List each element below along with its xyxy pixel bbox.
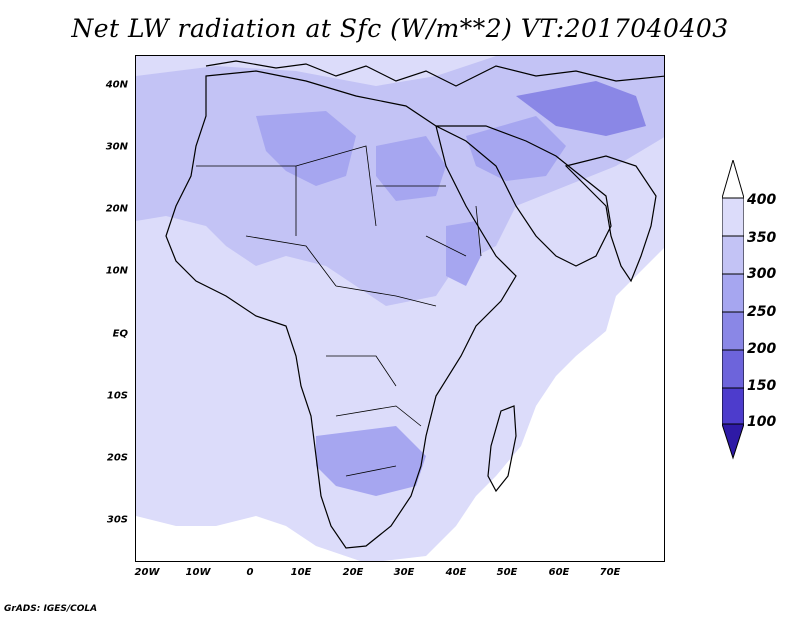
lon-label-0: 0 [246,567,254,578]
field-250-north-c [466,116,566,181]
colorbar [722,160,744,460]
lon-label-10e: 10E [290,567,312,578]
lat-label-20s: 20S [106,452,128,464]
lon-label-30e: 30E [393,567,415,578]
india-coastline [564,155,657,283]
country-borders [196,145,482,477]
madagascar-coastline [487,405,517,493]
europe-coastline [205,60,664,87]
lat-label-10n: 10N [105,265,128,277]
colorbar-bottom-arrow [722,423,744,460]
field-200-north [516,81,646,136]
colorbar-label-250: 250 [747,304,777,320]
lat-label-10s: 10S [106,390,128,402]
africa-coastline [165,70,517,549]
field-250-southern [316,426,426,496]
lon-label-60e: 60E [548,567,570,578]
lat-label-30n: 30N [105,141,128,153]
grads-credit: GrADS: IGES/COLA [4,604,98,614]
colorbar-label-350: 350 [747,230,777,246]
lon-label-70e: 70E [599,567,621,578]
lat-label-20n: 20N [105,203,128,215]
lon-label-40e: 40E [445,567,467,578]
colorbar-band-300-350 [722,235,744,275]
field-250-north-b [376,136,446,201]
colorbar-label-400: 400 [747,192,777,208]
colorbar-band-350-400 [722,197,744,237]
colorbar-band-150-200 [722,349,744,389]
field-250-north-a [256,111,356,186]
field-250-ethiopia [446,221,481,286]
lon-label-50e: 50E [496,567,518,578]
colorbar-label-100: 100 [747,414,777,430]
map-title: Net LW radiation at Sfc (W/m**2) VT:2017… [71,14,729,43]
radiation-map [136,56,664,561]
lat-label-30s: 30S [106,514,128,526]
colorbar-label-300: 300 [747,266,777,282]
colorbar-top-arrow [722,160,744,199]
colorbar-band-200-250 [722,311,744,351]
arabia-coastline [435,125,612,267]
colorbar-band-100-150 [722,387,744,425]
map-panel [135,55,665,562]
lon-label-20w: 20W [134,567,160,578]
lon-label-10w: 10W [185,567,211,578]
lat-label-40n: 40N [105,79,128,91]
lon-label-20e: 20E [342,567,364,578]
colorbar-band-250-300 [722,273,744,313]
lat-label-eq: EQ [112,328,128,340]
colorbar-label-200: 200 [747,341,777,357]
colorbar-label-150: 150 [747,378,777,394]
